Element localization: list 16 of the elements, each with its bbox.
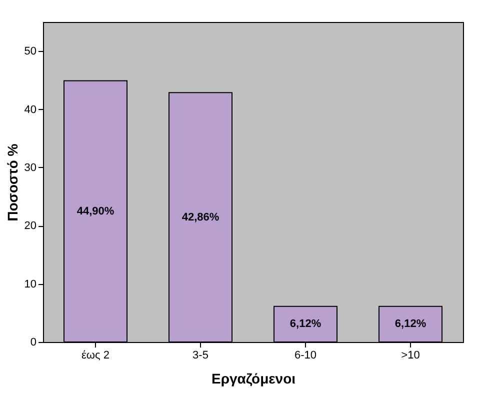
y-tick-label: 0: [30, 336, 36, 348]
x-tick-label: έως 2: [82, 350, 110, 362]
x-tick-label: 6-10: [294, 350, 317, 362]
x-axis-title: Εργαζόμενοι: [211, 370, 296, 386]
data-label: 6,12%: [394, 318, 426, 330]
data-label: 42,86%: [182, 211, 220, 224]
y-tick-label: 50: [24, 46, 36, 58]
y-tick-label: 10: [24, 278, 36, 290]
y-tick-label: 20: [24, 220, 36, 232]
x-tick-label: 3-5: [192, 350, 208, 362]
y-tick-label: 30: [24, 162, 36, 174]
data-label: 6,12%: [290, 318, 322, 330]
x-tick-label: >10: [401, 350, 420, 362]
data-label: 44,90%: [76, 205, 114, 218]
y-tick-label: 40: [24, 104, 36, 116]
y-axis-title: Ποσοστό %: [4, 143, 20, 222]
